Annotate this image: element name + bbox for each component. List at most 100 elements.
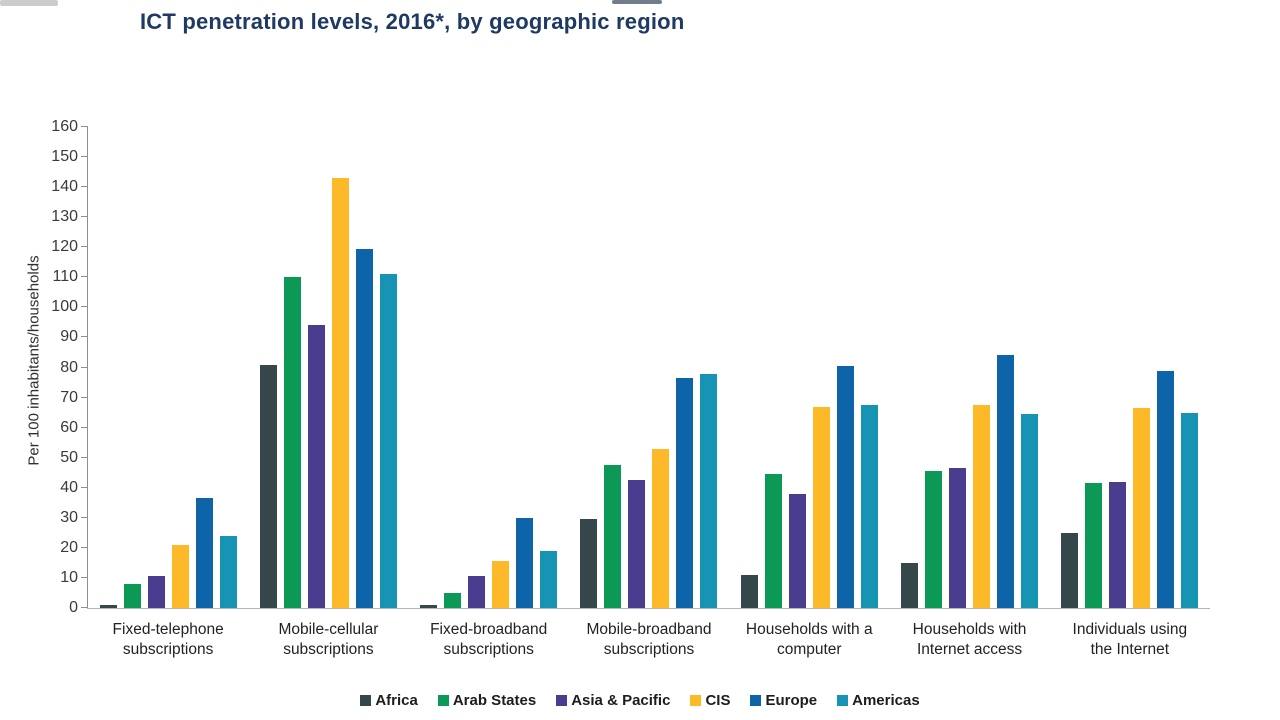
y-tick-label: 150 bbox=[51, 148, 78, 166]
bar-cis bbox=[492, 561, 510, 608]
bar-europe bbox=[997, 355, 1015, 608]
legend-item-arab-states: Arab States bbox=[437, 692, 537, 709]
bar-group bbox=[409, 127, 569, 608]
bar-groups bbox=[88, 127, 1210, 608]
y-axis-ticks: 130 bbox=[0, 127, 88, 608]
bar-arab-states bbox=[604, 465, 622, 608]
bar-cis bbox=[171, 544, 189, 608]
legend-item-americas: Americas bbox=[837, 692, 920, 709]
legend-label: Asia & Pacific bbox=[571, 692, 671, 709]
bar-europe bbox=[355, 248, 373, 608]
bar-group bbox=[1050, 127, 1210, 608]
y-axis-ticks: 30 bbox=[0, 127, 88, 608]
y-axis-ticks: 90 bbox=[0, 127, 88, 608]
bar-africa bbox=[99, 605, 117, 608]
y-tick-label: 90 bbox=[60, 328, 78, 346]
bar-europe bbox=[516, 517, 534, 608]
category-label: Fixed-broadband subscriptions bbox=[430, 621, 548, 659]
category-label: Fixed-telephone subscriptions bbox=[112, 621, 224, 659]
y-tick-mark bbox=[81, 576, 88, 578]
y-tick-label: 50 bbox=[60, 448, 78, 466]
legend-label: Americas bbox=[852, 692, 920, 709]
legend-swatch-icon bbox=[437, 695, 449, 706]
bar-asia-pacific bbox=[468, 576, 486, 608]
bar-americas bbox=[700, 373, 718, 608]
y-axis-ticks: 10 bbox=[0, 127, 88, 608]
bar-asia-pacific bbox=[1109, 481, 1127, 608]
y-tick-label: 160 bbox=[51, 118, 78, 135]
legend-label: Arab States bbox=[452, 692, 537, 709]
y-tick-label: 70 bbox=[60, 388, 78, 406]
y-tick-mark bbox=[81, 216, 88, 218]
bar-group bbox=[889, 127, 1049, 608]
bar-americas bbox=[540, 550, 558, 608]
legend-swatch-icon bbox=[360, 695, 372, 706]
y-axis-line bbox=[87, 127, 88, 609]
legend-swatch-icon bbox=[750, 695, 762, 706]
legend-swatch-icon bbox=[837, 695, 849, 706]
y-tick-label: 120 bbox=[51, 238, 78, 256]
legend-item-cis: CIS bbox=[690, 692, 730, 709]
bar-cis bbox=[973, 405, 991, 608]
y-axis-ticks: 70 bbox=[0, 127, 88, 608]
y-tick-label: 140 bbox=[51, 178, 78, 196]
y-tick-mark bbox=[81, 396, 88, 398]
bar-arab-states bbox=[1085, 483, 1103, 608]
bar-europe bbox=[195, 498, 213, 608]
y-axis-ticks: 20 bbox=[0, 127, 88, 608]
y-axis-ticks: 120 bbox=[0, 127, 88, 608]
y-tick-mark bbox=[81, 246, 88, 248]
bar-arab-states bbox=[764, 474, 782, 608]
bar-europe bbox=[676, 378, 694, 608]
bar-europe bbox=[836, 366, 854, 608]
legend-swatch-icon bbox=[556, 695, 568, 706]
y-axis-ticks: 0 bbox=[0, 127, 88, 616]
y-tick-mark bbox=[81, 546, 88, 548]
plot-area: 0 10 20 30 40 50 60 70 80 90 100 110 120 130 140 150 160 bbox=[51, 118, 1210, 616]
y-axis-ticks: 100 bbox=[0, 127, 88, 608]
y-tick-mark bbox=[81, 456, 88, 458]
legend-label: CIS bbox=[705, 692, 731, 709]
bar-americas bbox=[379, 274, 397, 608]
y-tick-mark bbox=[81, 276, 88, 278]
bar-cis bbox=[1133, 408, 1151, 608]
bar-africa bbox=[420, 605, 438, 608]
legend: Africa Arab States Asia & Pacific CIS Europe… bbox=[0, 692, 1280, 709]
y-axis-ticks: 140 bbox=[0, 127, 88, 608]
y-tick-label: 40 bbox=[60, 478, 78, 496]
y-axis-ticks: 110 bbox=[0, 127, 88, 608]
y-tick-mark bbox=[81, 607, 88, 608]
bar-americas bbox=[1181, 412, 1199, 608]
y-tick-label: 80 bbox=[60, 358, 78, 376]
bar-group bbox=[569, 127, 729, 608]
y-tick-label: 60 bbox=[60, 418, 78, 436]
y-axis-ticks: 50 bbox=[0, 127, 88, 608]
bar-africa bbox=[1061, 532, 1079, 608]
bar-africa bbox=[580, 519, 598, 608]
bar-africa bbox=[259, 364, 277, 608]
bar-africa bbox=[740, 574, 758, 608]
bar-cis bbox=[331, 178, 349, 608]
y-axis-ticks: 60 bbox=[0, 127, 88, 608]
y-tick-label: 30 bbox=[60, 508, 78, 526]
y-tick-label: 100 bbox=[51, 298, 78, 316]
legend-item-europe: Europe bbox=[750, 692, 817, 709]
bar-group bbox=[729, 127, 889, 608]
top-edge-artifact-center bbox=[612, 0, 662, 4]
y-tick-mark bbox=[81, 486, 88, 488]
y-tick-label: 110 bbox=[52, 268, 78, 286]
bar-africa bbox=[901, 562, 919, 608]
legend-label: Europe bbox=[765, 692, 818, 709]
legend-item-africa: Africa bbox=[360, 692, 418, 709]
y-tick-mark bbox=[81, 366, 88, 368]
bar-americas bbox=[860, 405, 878, 608]
legend-swatch-icon bbox=[690, 695, 702, 706]
category-label: Individuals using the Internet bbox=[1072, 621, 1188, 659]
y-axis-ticks: 40 bbox=[0, 127, 88, 608]
y-tick-label: 130 bbox=[51, 208, 78, 226]
y-tick-label: 10 bbox=[60, 568, 78, 586]
legend-label: Africa bbox=[375, 692, 418, 709]
legend-item-asia-pacific: Asia & Pacific bbox=[556, 692, 670, 709]
bar-asia-pacific bbox=[788, 493, 806, 608]
